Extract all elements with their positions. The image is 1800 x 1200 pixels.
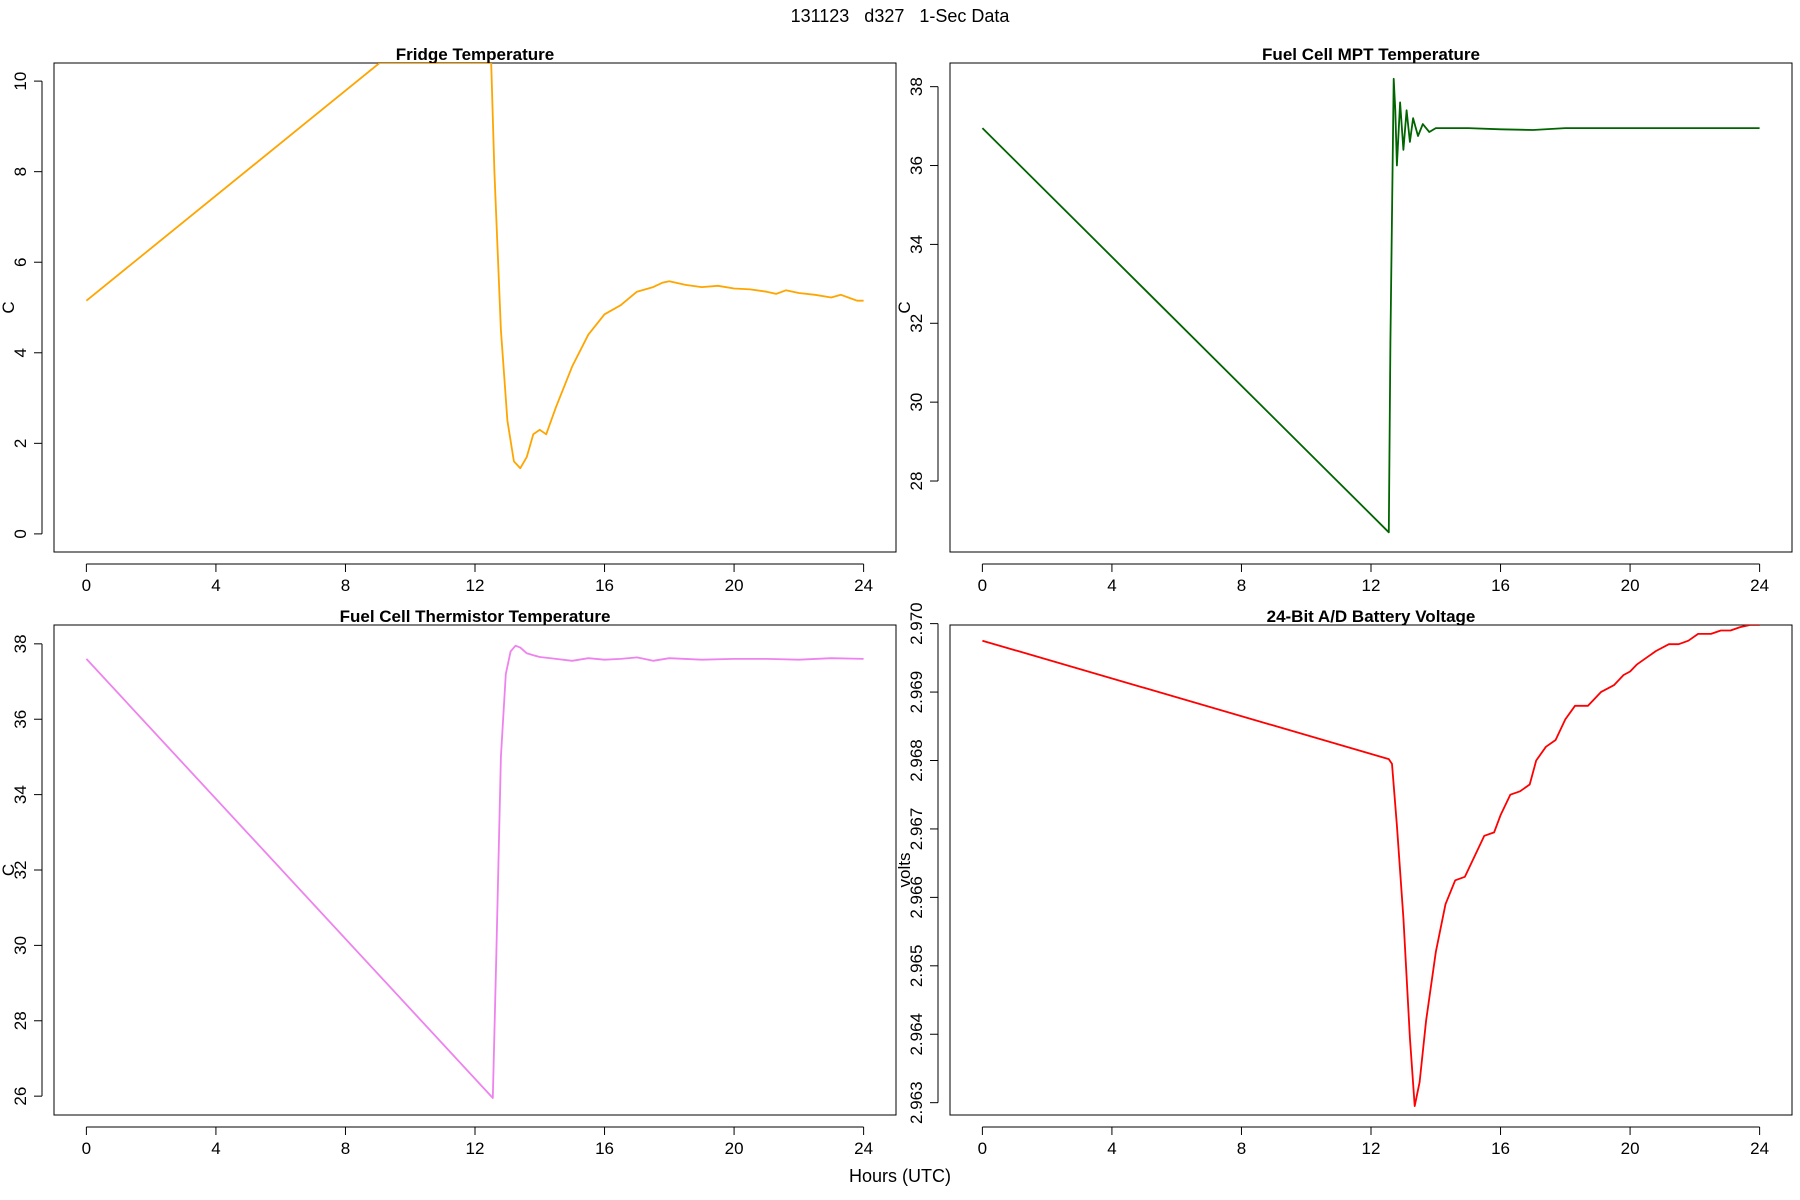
24-bit-a-d-battery-voltage-x-tick-label: 20 xyxy=(1621,1139,1640,1158)
fuel-cell-mpt-temperature-y-tick-label: 28 xyxy=(907,472,926,491)
fuel-cell-thermistor-temperature-x-tick-label: 24 xyxy=(854,1139,873,1158)
fuel-cell-mpt-temperature-x-tick-label: 24 xyxy=(1750,576,1769,595)
fridge-temperature-y-tick-label: 4 xyxy=(11,348,30,357)
fuel-cell-mpt-temperature-y-tick-label: 38 xyxy=(907,77,926,96)
fuel-cell-mpt-temperature-x-tick-label: 0 xyxy=(978,576,987,595)
fuel-cell-thermistor-temperature-plot-frame xyxy=(53,624,897,1116)
fridge-temperature-y-tick-label: 6 xyxy=(11,257,30,266)
fridge-temperature-x-tick-label: 12 xyxy=(466,576,485,595)
fridge-temperature-x-tick-label: 24 xyxy=(854,576,873,595)
fridge-temperature-plot-frame xyxy=(53,62,897,553)
fuel-cell-thermistor-temperature-y-tick-label: 30 xyxy=(11,936,30,955)
24-bit-a-d-battery-voltage-y-tick-label: 2.963 xyxy=(907,1081,926,1124)
fridge-temperature-y-tick-label: 10 xyxy=(11,72,30,91)
fuel-cell-mpt-temperature-x-tick-label: 16 xyxy=(1491,576,1510,595)
24-bit-a-d-battery-voltage-x-tick-label: 0 xyxy=(978,1139,987,1158)
fuel-cell-mpt-temperature-y-tick-label: 30 xyxy=(907,393,926,412)
24-bit-a-d-battery-voltage-y-tick-label: 2.967 xyxy=(907,808,926,851)
24-bit-a-d-battery-voltage-x-tick-label: 12 xyxy=(1362,1139,1381,1158)
fridge-temperature-y-label: C xyxy=(0,301,18,313)
24-bit-a-d-battery-voltage-y-tick-label: 2.968 xyxy=(907,739,926,782)
24-bit-a-d-battery-voltage-x-tick-label: 4 xyxy=(1107,1139,1116,1158)
fuel-cell-thermistor-temperature-x-tick-label: 4 xyxy=(211,1139,220,1158)
fridge-temperature-x-tick-label: 8 xyxy=(341,576,350,595)
fuel-cell-thermistor-temperature-y-tick-label: 32 xyxy=(11,861,30,880)
fuel-cell-thermistor-temperature-y-tick-label: 34 xyxy=(11,785,30,804)
fuel-cell-thermistor-temperature-x-tick-label: 16 xyxy=(595,1139,614,1158)
fuel-cell-mpt-temperature-x-tick-label: 12 xyxy=(1362,576,1381,595)
fridge-temperature-x-tick-label: 20 xyxy=(725,576,744,595)
figure-title: 131123 d327 1-Sec Data xyxy=(790,6,1010,26)
fuel-cell-thermistor-temperature-x-tick-label: 0 xyxy=(82,1139,91,1158)
fuel-cell-thermistor-temperature-series-line xyxy=(85,644,864,1099)
fridge-temperature-x-tick-label: 0 xyxy=(82,576,91,595)
fuel-cell-thermistor-temperature-y-tick-label: 36 xyxy=(11,710,30,729)
24-bit-a-d-battery-voltage-x-tick-label: 8 xyxy=(1237,1139,1246,1158)
figure-xlabel: Hours (UTC) xyxy=(849,1166,951,1186)
fuel-cell-mpt-temperature-y-tick-label: 32 xyxy=(907,314,926,333)
fridge-temperature-title: Fridge Temperature xyxy=(396,45,554,64)
fuel-cell-thermistor-temperature-x-tick-label: 20 xyxy=(725,1139,744,1158)
24-bit-a-d-battery-voltage-x-tick-label: 24 xyxy=(1750,1139,1769,1158)
24-bit-a-d-battery-voltage-title: 24-Bit A/D Battery Voltage xyxy=(1267,607,1476,626)
24-bit-a-d-battery-voltage-y-tick-label: 2.969 xyxy=(907,671,926,714)
24-bit-a-d-battery-voltage-y-tick-label: 2.966 xyxy=(907,876,926,919)
fuel-cell-thermistor-temperature-title: Fuel Cell Thermistor Temperature xyxy=(340,607,611,626)
fridge-temperature-x-tick-label: 16 xyxy=(595,576,614,595)
24-bit-a-d-battery-voltage-y-tick-label: 2.970 xyxy=(907,602,926,645)
fuel-cell-mpt-temperature-x-tick-label: 4 xyxy=(1107,576,1116,595)
fuel-cell-mpt-temperature-plot-frame xyxy=(949,62,1793,553)
fuel-cell-mpt-temperature-y-tick-label: 34 xyxy=(907,235,926,254)
fuel-cell-thermistor-temperature-x-tick-label: 8 xyxy=(341,1139,350,1158)
fuel-cell-mpt-temperature-series-line xyxy=(981,77,1760,534)
fuel-cell-mpt-temperature-panel: Fuel Cell MPT Temperature 0 4 8 12 16 20 24 28 30… xyxy=(895,45,1793,595)
fuel-cell-thermistor-temperature-x-tick-label: 12 xyxy=(466,1139,485,1158)
fuel-cell-thermistor-temperature-y-tick-label: 38 xyxy=(11,634,30,653)
24-bit-a-d-battery-voltage-panel: 24-Bit A/D Battery Voltage 0 4 8 12 16 20 24 2.9… xyxy=(895,602,1793,1158)
fuel-cell-mpt-temperature-x-tick-label: 8 xyxy=(1237,576,1246,595)
fridge-temperature-y-tick-label: 8 xyxy=(11,167,30,176)
fridge-temperature-y-tick-label: 0 xyxy=(11,529,30,538)
fuel-cell-mpt-temperature-y-tick-label: 36 xyxy=(907,156,926,175)
fridge-temperature-y-tick-label: 2 xyxy=(11,439,30,448)
fuel-cell-thermistor-temperature-y-label: C xyxy=(0,864,18,876)
24-bit-a-d-battery-voltage-series-line xyxy=(982,625,1760,1107)
fuel-cell-mpt-temperature-title: Fuel Cell MPT Temperature xyxy=(1262,45,1480,64)
24-bit-a-d-battery-voltage-y-tick-label: 2.964 xyxy=(907,1013,926,1056)
24-bit-a-d-battery-voltage-y-tick-label: 2.965 xyxy=(907,945,926,988)
fuel-cell-thermistor-temperature-y-tick-label: 28 xyxy=(11,1011,30,1030)
fuel-cell-mpt-temperature-y-label: C xyxy=(895,301,914,313)
24-bit-a-d-battery-voltage-x-tick-label: 16 xyxy=(1491,1139,1510,1158)
fuel-cell-thermistor-temperature-panel: Fuel Cell Thermistor Temperature 0 4 8 12 16 2… xyxy=(0,607,897,1158)
fuel-cell-mpt-temperature-x-tick-label: 20 xyxy=(1621,576,1640,595)
24-bit-a-d-battery-voltage-plot-frame xyxy=(949,624,1793,1116)
fuel-cell-thermistor-temperature-y-tick-label: 26 xyxy=(11,1087,30,1106)
fridge-temperature-series-line xyxy=(85,63,864,470)
24-bit-a-d-battery-voltage-y-label: volts xyxy=(895,853,914,888)
fridge-temperature-x-tick-label: 4 xyxy=(211,576,220,595)
